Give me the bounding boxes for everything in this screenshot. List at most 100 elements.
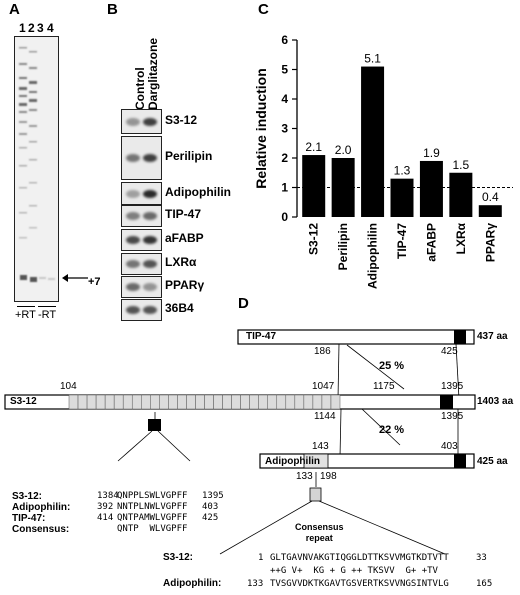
- category-label-3: TIP-47: [395, 223, 409, 259]
- column-darglitazone: Darglitazone: [146, 37, 160, 110]
- band-darglitazone: [143, 189, 157, 198]
- cterm-motif-icon: [148, 419, 161, 431]
- s312-repeat-unit: [168, 394, 178, 410]
- lane-number-3: 3: [37, 21, 44, 35]
- cterm-name-0: S3-12:: [12, 491, 43, 502]
- s312-cterm-block: [440, 395, 453, 409]
- rt-pcr-gel: [14, 36, 59, 302]
- panel-c-letter: C: [258, 1, 269, 18]
- repeat-s312-end: 33: [476, 553, 487, 563]
- cterm-start-1: 392: [97, 502, 114, 512]
- band-control: [126, 306, 140, 314]
- adipophilin-repeat-block: [303, 453, 329, 469]
- band-darglitazone: [143, 117, 157, 126]
- bar-0: [302, 155, 326, 217]
- blot-label-0: S3-12: [165, 112, 198, 127]
- s312-pos-1047: 1047: [312, 381, 335, 392]
- s312-repeat-unit: [150, 394, 160, 410]
- s312-repeat-unit: [258, 394, 268, 410]
- s312-repeat-unit: [86, 394, 97, 410]
- blot-label-1: Perilipin: [165, 149, 213, 163]
- tip47-pos-186: 186: [314, 346, 331, 357]
- repeat-motif-icon: [309, 487, 322, 502]
- s312-repeat-unit: [312, 394, 323, 410]
- s312-repeat-unit: [303, 394, 314, 410]
- blot-4: [121, 229, 162, 251]
- s312-repeat-unit: [267, 394, 278, 410]
- s312-length: 1403 aa: [477, 396, 514, 407]
- y-tick-label: 3: [281, 122, 288, 136]
- s312-pos-1175: 1175: [373, 381, 395, 392]
- value-label-3: 1.3: [394, 164, 411, 178]
- s312-repeat-unit: [131, 394, 142, 410]
- adipophilin-cterm-block: [454, 454, 466, 468]
- adipophilin-name: Adipophilin: [265, 456, 320, 467]
- domain-diagram: [4, 329, 476, 555]
- s312-repeat-unit: [285, 394, 296, 410]
- cterm-seq-0: QNPPLSWLVGPFF: [117, 491, 188, 501]
- band-control: [126, 236, 140, 244]
- cterm-start-0: 1384: [97, 491, 119, 501]
- band-control: [126, 283, 140, 291]
- value-label-6: 0.4: [482, 190, 499, 204]
- cterm-end-0: 1395: [202, 491, 224, 501]
- s312-repeat-unit: [231, 394, 241, 410]
- cterm-name-2: TIP-47:: [12, 513, 46, 524]
- s312-repeat-unit: [321, 394, 332, 410]
- adipo-pos-198: 198: [320, 471, 337, 482]
- cterm-seq-3: QNTP WLVGPFF: [117, 524, 188, 534]
- category-label-6: PPARγ: [483, 223, 497, 262]
- s312-repeat-unit: [104, 394, 115, 410]
- tip47-bar: [237, 329, 475, 345]
- s312-repeat-unit: [95, 394, 106, 410]
- lane-number-4: 4: [47, 21, 54, 35]
- panel-a-letter: A: [9, 1, 20, 18]
- tip47-length: 437 aa: [477, 331, 508, 342]
- identity-top: 25 %: [379, 360, 405, 372]
- repeat-adipo-start: 133: [247, 579, 264, 589]
- band-control: [126, 260, 140, 268]
- y-tick-label: 2: [281, 151, 288, 165]
- value-label-1: 2.0: [335, 143, 352, 157]
- s312-pos-1144: 1144: [314, 411, 336, 422]
- y-tick-label: 4: [281, 92, 288, 106]
- s312-repeat-unit: [294, 394, 305, 410]
- blot-label-6: PPARγ: [165, 278, 205, 292]
- s312-repeat-unit: [186, 394, 196, 410]
- panel-b-letter: B: [107, 1, 118, 18]
- repeat-adipo-end: 165: [476, 579, 493, 589]
- band-control: [126, 189, 140, 198]
- s312-repeat-unit: [122, 394, 133, 410]
- adipo-pos-133: 133: [296, 471, 313, 482]
- lane-number-1: 1: [19, 21, 26, 35]
- repeat-adipo-name: Adipophilin:: [163, 578, 222, 589]
- repeat-s312-seq: GLTGAVNVAKGTIQGGLDTTKSVVMGTKDTVTT: [270, 553, 449, 563]
- blot-1: [121, 136, 162, 180]
- y-tick-label: 5: [281, 63, 288, 77]
- bar-4: [419, 160, 443, 217]
- s312-repeat-unit: [177, 394, 187, 410]
- blot-0: [121, 109, 162, 134]
- cterm-start-2: 414: [97, 513, 114, 523]
- s312-repeat-unit: [222, 394, 232, 410]
- repeat-s312-start: 1: [258, 553, 264, 563]
- blot-6: [121, 276, 162, 298]
- value-label-0: 2.1: [305, 140, 322, 154]
- s312-repeat-unit: [141, 394, 151, 410]
- adipo-pos-403: 403: [441, 441, 458, 452]
- band-control: [126, 154, 140, 162]
- blot-label-3: TIP-47: [165, 207, 202, 221]
- blot-2: [121, 182, 162, 205]
- category-label-4: aFABP: [424, 223, 438, 262]
- bar-2: [361, 66, 385, 217]
- s312-repeat-unit: [213, 394, 223, 410]
- s312-repeat-unit: [113, 394, 124, 410]
- cterm-name-3: Consensus:: [12, 524, 70, 535]
- cterm-end-1: 403: [202, 502, 219, 512]
- minus-rt-label: -RT: [38, 309, 57, 321]
- s312-repeat-unit: [249, 394, 259, 410]
- y-axis-label: Relative induction: [253, 68, 269, 189]
- s312-repeat-unit: [195, 394, 205, 410]
- cterm-end-2: 425: [202, 513, 219, 523]
- band-darglitazone: [143, 236, 157, 244]
